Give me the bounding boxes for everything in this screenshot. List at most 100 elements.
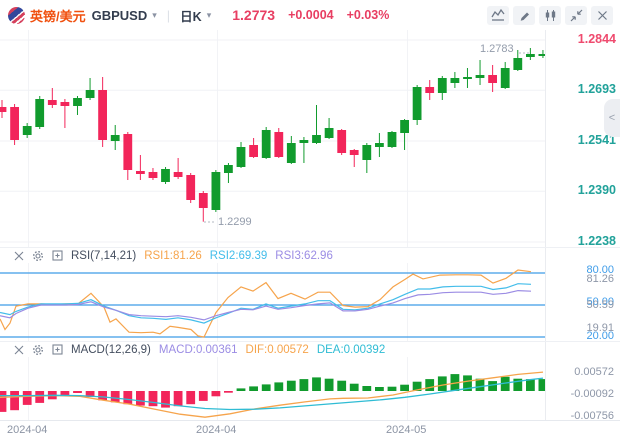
close-icon[interactable] [591, 5, 613, 25]
candle [437, 78, 447, 93]
candle [249, 145, 258, 157]
pair-name-cn[interactable]: 英镑/美元 [30, 8, 86, 24]
pencil-icon[interactable] [513, 5, 535, 25]
expand-icon[interactable] [52, 250, 63, 261]
candle [85, 90, 95, 98]
gear-icon[interactable] [32, 250, 44, 262]
candle [73, 98, 82, 106]
macd-bar [513, 378, 523, 391]
macd-bar [425, 379, 435, 391]
candle [136, 171, 145, 174]
price-annotation: 1.2783 [480, 43, 514, 55]
macd-axis-label: 0.00572 [574, 366, 614, 378]
price-change: +0.0004 [288, 8, 334, 22]
macd-bar [286, 380, 296, 391]
price-label: 1.2390 [577, 183, 616, 198]
macd-bar [211, 391, 221, 397]
time-label: 2024-04 [196, 424, 237, 436]
macd-bar [22, 391, 32, 405]
macd-bar [488, 381, 497, 391]
gear-icon[interactable] [32, 344, 44, 356]
candle [148, 172, 158, 178]
candlestick-chart[interactable] [0, 30, 545, 248]
macd-bar [236, 388, 246, 391]
rsi-axis-label: 81.26 [586, 273, 614, 285]
panel-separator [0, 341, 620, 342]
rsi-header: RSI(7,14,21) RSI1:81.26 RSI2:69.39 RSI3:… [0, 248, 544, 263]
indicator-line-icon[interactable] [487, 5, 509, 25]
macd-bar [261, 384, 271, 391]
macd-header: MACD(12,26,9) MACD:0.00361 DIF:0.00572 D… [0, 342, 544, 357]
candle [375, 143, 384, 147]
macd-bar [73, 391, 82, 393]
period-selector[interactable]: 日K [180, 9, 202, 24]
candle [211, 172, 221, 210]
divider: | [166, 7, 171, 23]
candle [22, 126, 32, 135]
candle [35, 99, 45, 127]
dif-value: DIF:0.00572 [245, 343, 309, 356]
macd-bar [337, 380, 347, 391]
macd-bar [173, 391, 183, 407]
price-change-percent: +0.03% [346, 8, 390, 22]
last-price: 1.2773 [232, 7, 276, 23]
close-icon[interactable] [14, 345, 24, 355]
macd-bar [299, 379, 309, 391]
candlestick-icon[interactable] [539, 5, 561, 25]
gridline [407, 30, 408, 420]
macd-bar [224, 391, 233, 393]
macd-line-DEA [0, 377, 544, 411]
macd-bar [161, 391, 170, 408]
candle [110, 135, 120, 141]
macd-bar [437, 376, 447, 391]
candle [450, 78, 460, 83]
rsi-axis-label: 20.00 [586, 330, 614, 342]
macd-bar [475, 378, 485, 391]
candle [224, 165, 233, 173]
macd-bar [375, 387, 384, 391]
candle [475, 75, 485, 78]
candle [400, 120, 409, 133]
price-annotation: 1.2299 [218, 216, 252, 228]
rsi-chart[interactable] [0, 262, 545, 342]
price-label: 1.2844 [577, 32, 616, 46]
chart-toolbar [487, 5, 620, 25]
candle [261, 130, 271, 158]
period-dropdown-caret-icon[interactable]: ▾ [206, 9, 212, 20]
macd-bar [387, 386, 397, 391]
chart-topbar: 英镑/美元 GBPUSD ▾ | 日K ▾ 1.2773 +0.0004 +0.… [0, 0, 620, 30]
macd-bar [312, 377, 321, 391]
candle [513, 58, 523, 70]
price-label: 1.2238 [577, 234, 616, 248]
gridline [28, 30, 29, 420]
candle [98, 90, 107, 140]
panel-separator [0, 247, 620, 248]
gridline [217, 30, 218, 420]
rsi-axis-label: 19.91 [586, 322, 614, 334]
x-axis-divider [0, 420, 620, 421]
candle [526, 54, 535, 57]
macd-bar [526, 379, 535, 391]
candle [173, 172, 183, 177]
candle [286, 143, 296, 163]
candle [312, 135, 321, 143]
macd-value: MACD:0.00361 [158, 343, 238, 356]
candle [60, 102, 70, 106]
dea-value: DEA:0.00392 [316, 343, 386, 356]
macd-bar [362, 386, 372, 391]
collapse-axis-button[interactable]: < [604, 99, 620, 137]
pair-code[interactable]: GBPUSD [91, 7, 148, 23]
pair-dropdown-caret-icon[interactable]: ▾ [152, 9, 157, 20]
collapse-chart-icon[interactable] [565, 5, 587, 25]
close-icon[interactable] [14, 251, 24, 261]
macd-chart[interactable] [0, 356, 545, 420]
candle [412, 87, 422, 120]
expand-icon[interactable] [52, 344, 63, 355]
price-axis-divider [545, 30, 546, 420]
macd-bar [60, 391, 70, 396]
candle [538, 54, 545, 56]
candle [337, 130, 347, 153]
rsi-axis-label: 80.00 [586, 264, 614, 276]
price-label: 1.2541 [577, 133, 616, 147]
macd-bar [123, 391, 133, 405]
